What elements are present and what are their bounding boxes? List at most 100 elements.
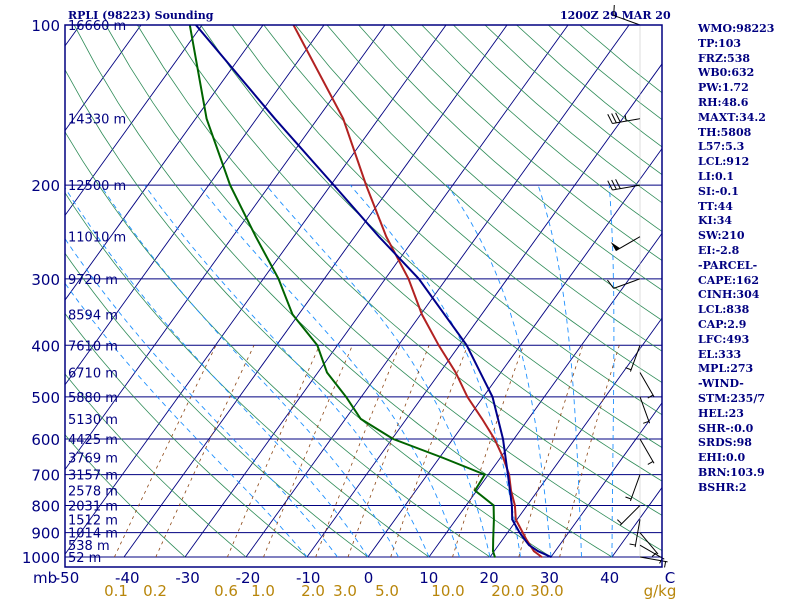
profile-point xyxy=(493,518,495,521)
wind-barb xyxy=(639,532,659,555)
dry-adiabat xyxy=(65,434,186,558)
isotherm-line xyxy=(306,63,662,558)
profile-point xyxy=(518,531,521,534)
height-label: 5880 m xyxy=(68,391,118,406)
dry-adiabat xyxy=(65,131,491,558)
height-label: 5130 m xyxy=(68,413,118,428)
height-label: 7610 m xyxy=(68,339,118,354)
mixing-ratio-label: 0.6 xyxy=(214,582,238,600)
index-item: HEL:23 xyxy=(698,406,744,420)
index-item: FRZ:538 xyxy=(698,51,751,65)
height-label: 3769 m xyxy=(68,451,118,466)
index-item: TT:44 xyxy=(698,199,733,213)
index-item: MPL:273 xyxy=(698,362,754,376)
mixing-ratio-label: 5.0 xyxy=(375,582,399,600)
index-item: LFC:493 xyxy=(698,332,750,346)
dry-adiabat xyxy=(231,25,662,416)
barb-flag xyxy=(607,279,615,289)
barb-flag xyxy=(611,113,617,124)
profile-point xyxy=(515,518,517,521)
wind-barb xyxy=(639,438,655,464)
profile-point xyxy=(421,313,423,316)
temperature-tick-label: 30 xyxy=(540,569,559,587)
height-label: 11010 m xyxy=(68,231,126,246)
dry-adiabat xyxy=(65,312,308,558)
isotherm-line xyxy=(65,25,264,301)
barb-flag xyxy=(615,112,621,123)
barb-flag xyxy=(607,113,613,124)
profile-point xyxy=(277,278,280,280)
mixing-ratio-line xyxy=(114,345,217,558)
sounding-profiles xyxy=(188,25,552,558)
profile-point xyxy=(507,473,509,476)
profile-point xyxy=(385,235,388,238)
wind-barb xyxy=(639,372,655,398)
mixing-ratio-label: 30.0 xyxy=(530,582,563,600)
barb-flag xyxy=(607,180,613,191)
isotherm-line xyxy=(0,25,19,557)
profile-point xyxy=(511,504,513,507)
height-label: 16660 m xyxy=(68,19,126,34)
pressure-tick-label: 800 xyxy=(31,497,60,515)
wind-barb xyxy=(634,519,641,548)
barb-half-flag xyxy=(664,561,667,568)
temperature-tick-label: 40 xyxy=(600,569,619,587)
profile-point xyxy=(465,344,468,347)
profile-point xyxy=(537,550,539,552)
dry-adiabat xyxy=(389,25,662,262)
mixing-ratio-label: 1.0 xyxy=(251,582,275,600)
barb-half-flag xyxy=(625,496,632,500)
height-label: 2578 m xyxy=(68,485,118,500)
dry-adiabat xyxy=(263,25,662,384)
height-label: 14330 m xyxy=(68,113,126,128)
profile-point xyxy=(491,396,494,398)
dry-adiabat xyxy=(105,25,662,552)
barb-flag xyxy=(611,179,617,190)
profile-point xyxy=(326,371,328,374)
index-item: SHR-:0.0 xyxy=(698,421,754,435)
index-item: EL:333 xyxy=(698,347,742,361)
profile-point xyxy=(274,117,276,120)
profile-point xyxy=(392,438,394,440)
moist-adiabat xyxy=(265,184,491,558)
profile-point xyxy=(418,278,420,280)
profile-point xyxy=(481,418,483,420)
profile-point xyxy=(342,117,345,120)
index-item: PW:1.72 xyxy=(698,81,749,95)
temperature-tick-label: 0 xyxy=(364,569,374,587)
index-item: CINH:304 xyxy=(698,288,760,302)
dry-adiabat xyxy=(65,68,552,558)
index-item: CAPE:162 xyxy=(698,273,759,287)
temperature-profile xyxy=(292,25,543,558)
moist-adiabat xyxy=(198,184,460,558)
mixing-ratio-line xyxy=(227,345,320,558)
pressure-tick-label: 700 xyxy=(31,467,60,485)
pressure-tick-label: 500 xyxy=(31,389,60,407)
index-item: MAXT:34.2 xyxy=(698,110,766,124)
profile-point xyxy=(316,344,319,347)
height-label: 8594 m xyxy=(68,308,118,323)
dry-adiabat xyxy=(137,25,662,516)
dry-adiabat xyxy=(73,25,613,558)
barb-half-flag xyxy=(617,519,622,525)
pressure-tick-label: 600 xyxy=(31,431,60,449)
barb-half-flag xyxy=(625,367,632,371)
index-item: LI:0.1 xyxy=(698,169,735,183)
height-label: 6710 m xyxy=(68,367,118,382)
wind-barb xyxy=(629,474,641,502)
temperature-tick-label: 10 xyxy=(419,569,438,587)
profile-point xyxy=(550,556,552,558)
index-item: STM:235/7 xyxy=(698,391,765,405)
temperature-tick-label: -20 xyxy=(236,569,261,587)
index-item: -WIND- xyxy=(698,377,744,391)
mixing-ratio-label: 10.0 xyxy=(431,582,464,600)
profile-point xyxy=(345,396,347,398)
mixing-ratio-line xyxy=(559,345,620,558)
dry-adiabat xyxy=(65,191,430,558)
profile-point xyxy=(474,489,476,492)
dry-adiabat xyxy=(295,25,662,352)
barb-flag xyxy=(613,4,615,16)
mixing-ratio-line xyxy=(155,345,255,558)
